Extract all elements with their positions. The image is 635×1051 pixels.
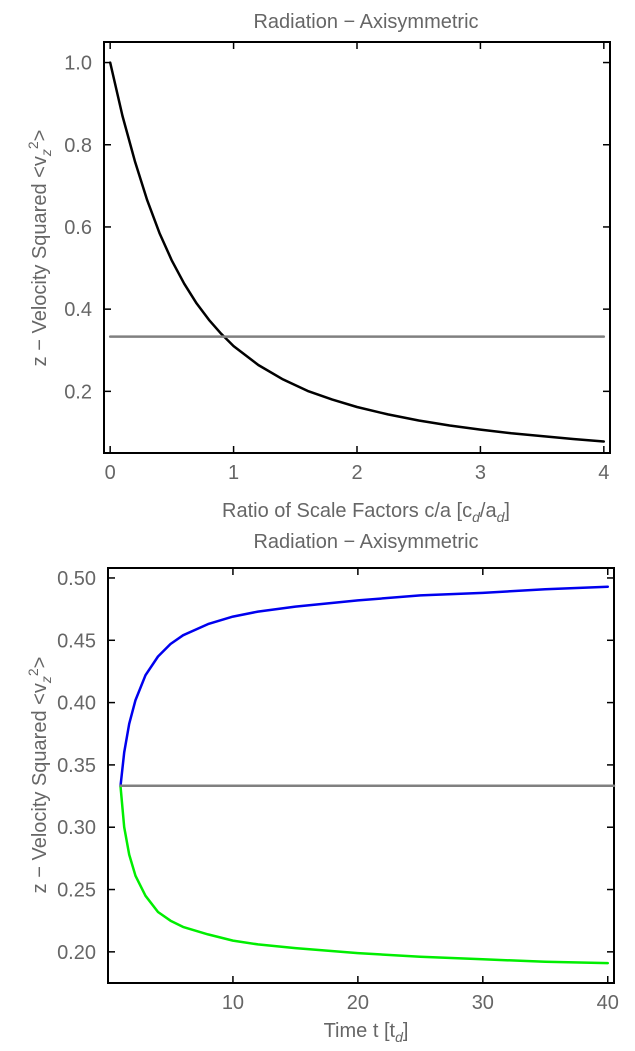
- chart-1-x-tick-label: 4: [598, 462, 609, 484]
- chart-1-x-tick-label: 1: [228, 462, 239, 484]
- chart-1-y-tick-label: 0.6: [64, 217, 92, 239]
- chart-2-y-axis-label: z − Velocity Squared <vz2>: [25, 657, 54, 894]
- chart-2-x-axis-label: Time t [td]: [324, 1020, 409, 1045]
- chart-1-x-axis-label: Ratio of Scale Factors c/a [cd/ad]: [222, 500, 510, 525]
- chart-1-y-axis-label: z − Velocity Squared <vz2>: [25, 130, 54, 367]
- chart-2-y-tick-label: 0.20: [57, 942, 96, 964]
- chart-1: Radiation − Axisymmetric 0 1 2 3 4 0.2 0.4 0.6…: [25, 11, 611, 525]
- chart-1-y-ticks: 0.2 0.4 0.6 0.8 1.0: [64, 53, 610, 403]
- chart-2-y-tick-label: 0.40: [57, 693, 96, 715]
- chart-1-y-tick-label: 0.4: [64, 299, 92, 321]
- chart-2-y-tick-label: 0.30: [57, 817, 96, 839]
- chart-2-y-tick-label: 0.50: [57, 568, 96, 590]
- chart-2-x-tick-label: 20: [347, 992, 369, 1014]
- chart-1-frame: [103, 41, 611, 454]
- chart-2-y-tick-label: 0.45: [57, 630, 96, 652]
- chart-2-y-tick-label: 0.35: [57, 755, 96, 777]
- chart-2-x-tick-label: 30: [472, 992, 494, 1014]
- chart-1-title: Radiation − Axisymmetric: [253, 11, 478, 33]
- chart-1-series-line-1: [108, 61, 606, 443]
- chart-1-y-tick-label: 0.2: [64, 381, 92, 403]
- chart-1-y-tick-label: 0.8: [64, 135, 92, 157]
- chart-1-series: [108, 61, 606, 443]
- chart-2-y-tick-label: 0.25: [57, 880, 96, 902]
- chart-2-y-ticks: 0.20 0.25 0.30 0.35 0.40 0.45 0.50: [57, 568, 614, 964]
- chart-2-series: [119, 585, 616, 965]
- chart-2-frame: [107, 567, 615, 984]
- chart-1-y-tick-label: 1.0: [64, 53, 92, 75]
- chart-2-series-line-1: [119, 585, 610, 788]
- chart-2: Radiation − Axisymmetric 10 20 30 40 0.200.…: [25, 531, 619, 1045]
- chart-2-x-ticks: 10 20 30 40: [222, 568, 619, 1014]
- chart-1-x-tick-label: 3: [475, 462, 486, 484]
- chart-2-title: Radiation − Axisymmetric: [253, 531, 478, 553]
- chart-1-x-tick-label: 0: [105, 462, 116, 484]
- chart-2-x-tick-label: 10: [222, 992, 244, 1014]
- chart-1-x-ticks: 0 1 2 3 4: [105, 42, 609, 484]
- chart-1-x-tick-label: 2: [351, 462, 362, 484]
- chart-2-x-tick-label: 40: [597, 992, 619, 1014]
- chart-2-series-line-2: [119, 784, 610, 965]
